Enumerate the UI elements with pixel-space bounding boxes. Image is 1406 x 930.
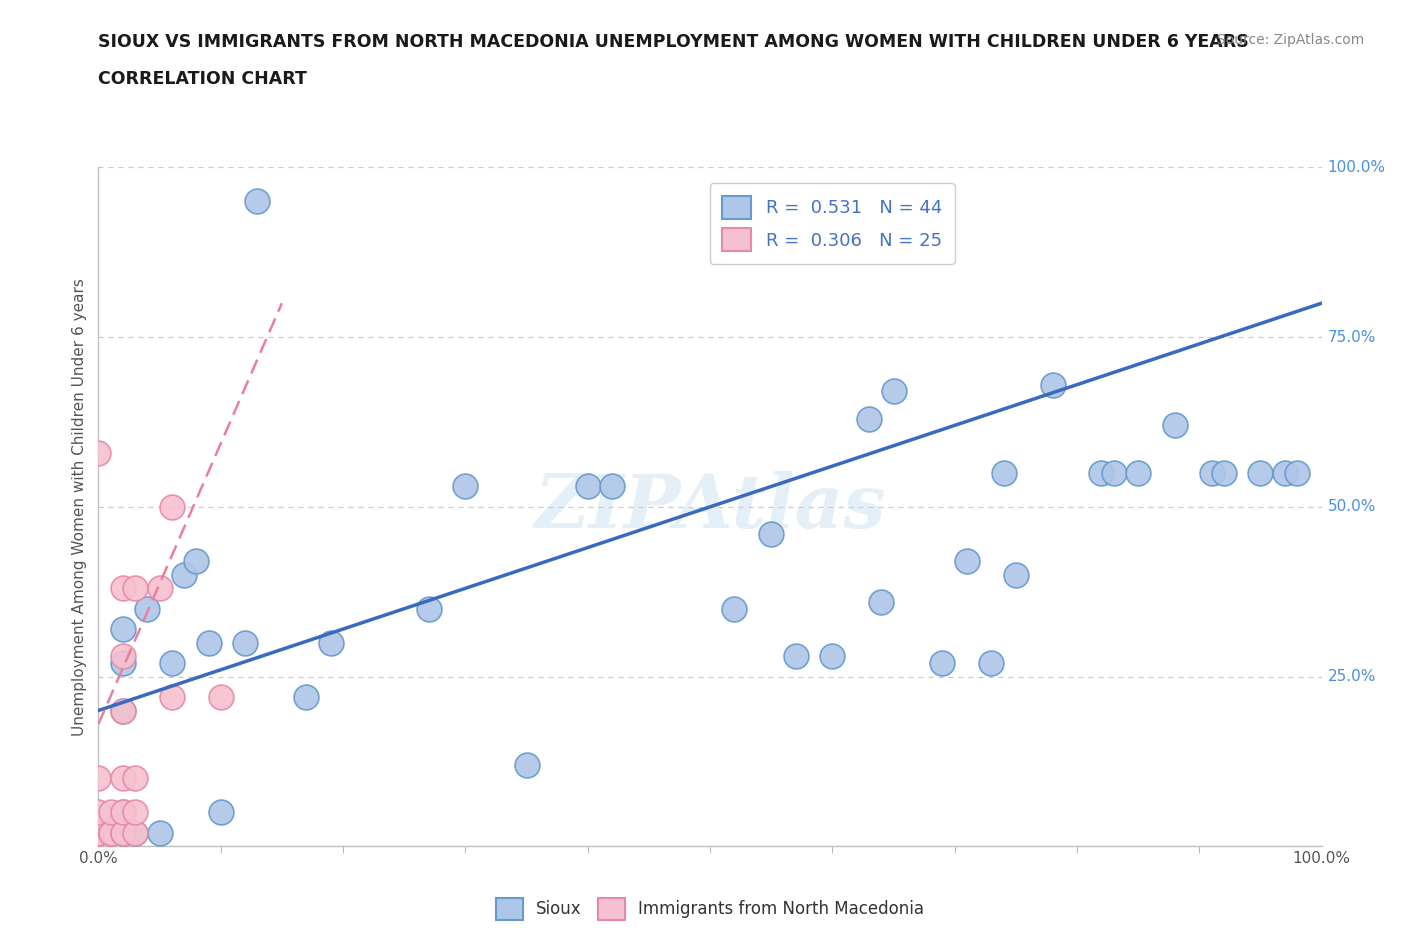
Point xyxy=(319,635,342,650)
Point xyxy=(993,466,1015,481)
Point xyxy=(100,825,122,840)
Point xyxy=(100,825,122,840)
Point xyxy=(858,411,880,426)
Text: 25.0%: 25.0% xyxy=(1327,669,1376,684)
Point xyxy=(295,689,318,704)
Point xyxy=(124,581,146,596)
Point xyxy=(1249,466,1271,481)
Point xyxy=(1286,466,1309,481)
Point xyxy=(870,594,893,609)
Point xyxy=(1128,466,1150,481)
Point xyxy=(576,479,599,494)
Point xyxy=(1164,418,1187,432)
Point xyxy=(87,445,110,460)
Text: SIOUX VS IMMIGRANTS FROM NORTH MACEDONIA UNEMPLOYMENT AMONG WOMEN WITH CHILDREN : SIOUX VS IMMIGRANTS FROM NORTH MACEDONIA… xyxy=(98,33,1249,50)
Point xyxy=(956,553,979,568)
Point xyxy=(1212,466,1234,481)
Point xyxy=(233,635,256,650)
Point xyxy=(418,602,440,617)
Point xyxy=(124,825,146,840)
Point xyxy=(160,499,183,514)
Point xyxy=(87,825,110,840)
Point xyxy=(454,479,477,494)
Point xyxy=(1004,567,1026,582)
Text: 100.0%: 100.0% xyxy=(1327,160,1386,175)
Point xyxy=(821,649,844,664)
Point xyxy=(209,689,232,704)
Point xyxy=(160,656,183,671)
Point xyxy=(761,526,783,541)
Point xyxy=(1042,378,1064,392)
Point xyxy=(87,805,110,820)
Point xyxy=(111,771,134,786)
Text: CORRELATION CHART: CORRELATION CHART xyxy=(98,70,308,87)
Point xyxy=(111,825,134,840)
Point xyxy=(1102,466,1125,481)
Point xyxy=(209,805,232,820)
Text: ZIPAtlas: ZIPAtlas xyxy=(534,471,886,543)
Point xyxy=(87,825,110,840)
Point xyxy=(931,656,953,671)
Point xyxy=(149,825,172,840)
Point xyxy=(87,771,110,786)
Point xyxy=(600,479,623,494)
Point xyxy=(1201,466,1223,481)
Point xyxy=(111,703,134,718)
Point xyxy=(980,656,1002,671)
Point xyxy=(197,635,219,650)
Point xyxy=(87,825,110,840)
Point xyxy=(124,771,146,786)
Point xyxy=(124,825,146,840)
Point xyxy=(785,649,807,664)
Text: 50.0%: 50.0% xyxy=(1327,499,1376,514)
Point xyxy=(883,384,905,399)
Point xyxy=(111,656,134,671)
Point xyxy=(173,567,195,582)
Point xyxy=(111,649,134,664)
Point xyxy=(124,805,146,820)
Point xyxy=(111,621,134,636)
Y-axis label: Unemployment Among Women with Children Under 6 years: Unemployment Among Women with Children U… xyxy=(72,278,87,736)
Point xyxy=(111,805,134,820)
Text: 75.0%: 75.0% xyxy=(1327,329,1376,345)
Point xyxy=(160,689,183,704)
Point xyxy=(515,757,537,772)
Point xyxy=(1274,466,1296,481)
Point xyxy=(100,805,122,820)
Point xyxy=(111,825,134,840)
Point xyxy=(1090,466,1112,481)
Text: Source: ZipAtlas.com: Source: ZipAtlas.com xyxy=(1216,33,1364,46)
Point xyxy=(246,194,269,209)
Point xyxy=(111,805,134,820)
Point xyxy=(136,602,159,617)
Point xyxy=(111,825,134,840)
Legend: Sioux, Immigrants from North Macedonia: Sioux, Immigrants from North Macedonia xyxy=(489,892,931,926)
Point xyxy=(149,581,172,596)
Point xyxy=(186,553,208,568)
Point xyxy=(100,825,122,840)
Point xyxy=(111,581,134,596)
Point xyxy=(723,602,745,617)
Point xyxy=(111,703,134,718)
